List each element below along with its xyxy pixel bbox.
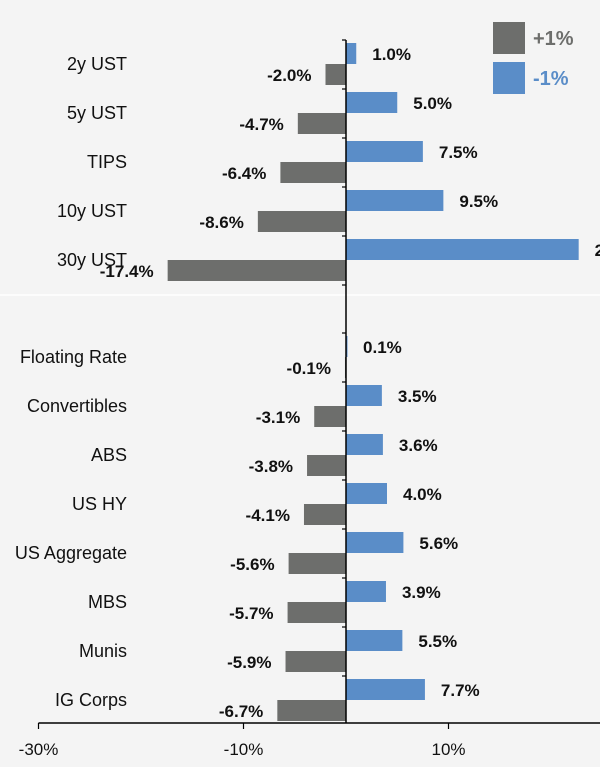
category-label-munis: Munis xyxy=(79,641,127,661)
bar-minus1-2y-ust xyxy=(346,43,357,64)
value-label-minus1-us-aggregate: 5.6% xyxy=(419,534,458,553)
bar-plus1-us-aggregate xyxy=(288,553,346,574)
value-label-plus1-10y-ust: -8.6% xyxy=(199,213,243,232)
bar-plus1-30y-ust xyxy=(167,260,346,281)
bar-minus1-30y-ust xyxy=(346,239,579,260)
value-label-minus1-30y-ust: 22.7% xyxy=(595,241,600,260)
category-label-tips: TIPS xyxy=(87,152,127,172)
bar-plus1-10y-ust xyxy=(257,211,346,232)
value-label-minus1-us-hy: 4.0% xyxy=(403,485,442,504)
bar-minus1-mbs xyxy=(346,581,386,602)
bar-minus1-munis xyxy=(346,630,403,651)
bar-plus1-us-hy xyxy=(303,504,346,525)
bar-minus1-abs xyxy=(346,434,383,455)
bar-plus1-munis xyxy=(285,651,346,672)
x-tick-label: 10% xyxy=(431,740,465,759)
bar-plus1-abs xyxy=(307,455,346,476)
value-label-minus1-munis: 5.5% xyxy=(418,632,457,651)
bar-plus1-ig-corps xyxy=(277,700,346,721)
legend-swatch-minus1 xyxy=(493,62,525,94)
bar-minus1-convertibles xyxy=(346,385,382,406)
value-label-minus1-convertibles: 3.5% xyxy=(398,387,437,406)
value-label-minus1-tips: 7.5% xyxy=(439,143,478,162)
bar-minus1-us-aggregate xyxy=(346,532,404,553)
value-label-plus1-tips: -6.4% xyxy=(222,164,266,183)
value-label-minus1-ig-corps: 7.7% xyxy=(441,681,480,700)
category-label-30y-ust: 30y UST xyxy=(57,250,127,270)
category-label-10y-ust: 10y UST xyxy=(57,201,127,221)
category-label-us-hy: US HY xyxy=(72,494,127,514)
bar-minus1-ig-corps xyxy=(346,679,425,700)
value-label-minus1-2y-ust: 1.0% xyxy=(372,45,411,64)
legend-label-minus1: -1% xyxy=(533,68,569,90)
category-label-convertibles: Convertibles xyxy=(27,396,127,416)
category-label-abs: ABS xyxy=(91,445,127,465)
x-tick-label: -10% xyxy=(224,740,264,759)
legend-label-plus1: +1% xyxy=(533,28,574,50)
category-label-5y-ust: 5y UST xyxy=(67,103,127,123)
bar-minus1-10y-ust xyxy=(346,190,444,211)
value-label-plus1-30y-ust: -17.4% xyxy=(100,262,154,281)
bar-plus1-convertibles xyxy=(314,406,346,427)
value-label-plus1-munis: -5.9% xyxy=(227,653,271,672)
value-label-minus1-10y-ust: 9.5% xyxy=(459,192,498,211)
value-label-plus1-abs: -3.8% xyxy=(249,457,293,476)
value-label-plus1-us-aggregate: -5.6% xyxy=(230,555,274,574)
legend-swatch-plus1 xyxy=(493,22,525,54)
value-label-plus1-mbs: -5.7% xyxy=(229,604,273,623)
bar-plus1-2y-ust xyxy=(325,64,346,85)
category-label-us-aggregate: US Aggregate xyxy=(15,543,127,563)
value-label-minus1-floating-rate: 0.1% xyxy=(363,338,402,357)
x-tick-label: -30% xyxy=(19,740,59,759)
category-label-2y-ust: 2y UST xyxy=(67,54,127,74)
bar-minus1-tips xyxy=(346,141,423,162)
value-label-minus1-mbs: 3.9% xyxy=(402,583,441,602)
category-label-ig-corps: IG Corps xyxy=(55,690,127,710)
value-label-plus1-ig-corps: -6.7% xyxy=(219,702,263,721)
category-label-mbs: MBS xyxy=(88,592,127,612)
bar-plus1-mbs xyxy=(287,602,346,623)
value-label-minus1-abs: 3.6% xyxy=(399,436,438,455)
category-label-floating-rate: Floating Rate xyxy=(20,347,127,367)
value-label-plus1-floating-rate: -0.1% xyxy=(287,359,331,378)
bar-minus1-5y-ust xyxy=(346,92,398,113)
bar-plus1-tips xyxy=(280,162,346,183)
value-label-plus1-5y-ust: -4.7% xyxy=(239,115,283,134)
value-label-plus1-us-hy: -4.1% xyxy=(246,506,290,525)
bar-plus1-5y-ust xyxy=(297,113,346,134)
value-label-minus1-5y-ust: 5.0% xyxy=(413,94,452,113)
value-label-plus1-2y-ust: -2.0% xyxy=(267,66,311,85)
bar-minus1-us-hy xyxy=(346,483,387,504)
value-label-plus1-convertibles: -3.1% xyxy=(256,408,300,427)
